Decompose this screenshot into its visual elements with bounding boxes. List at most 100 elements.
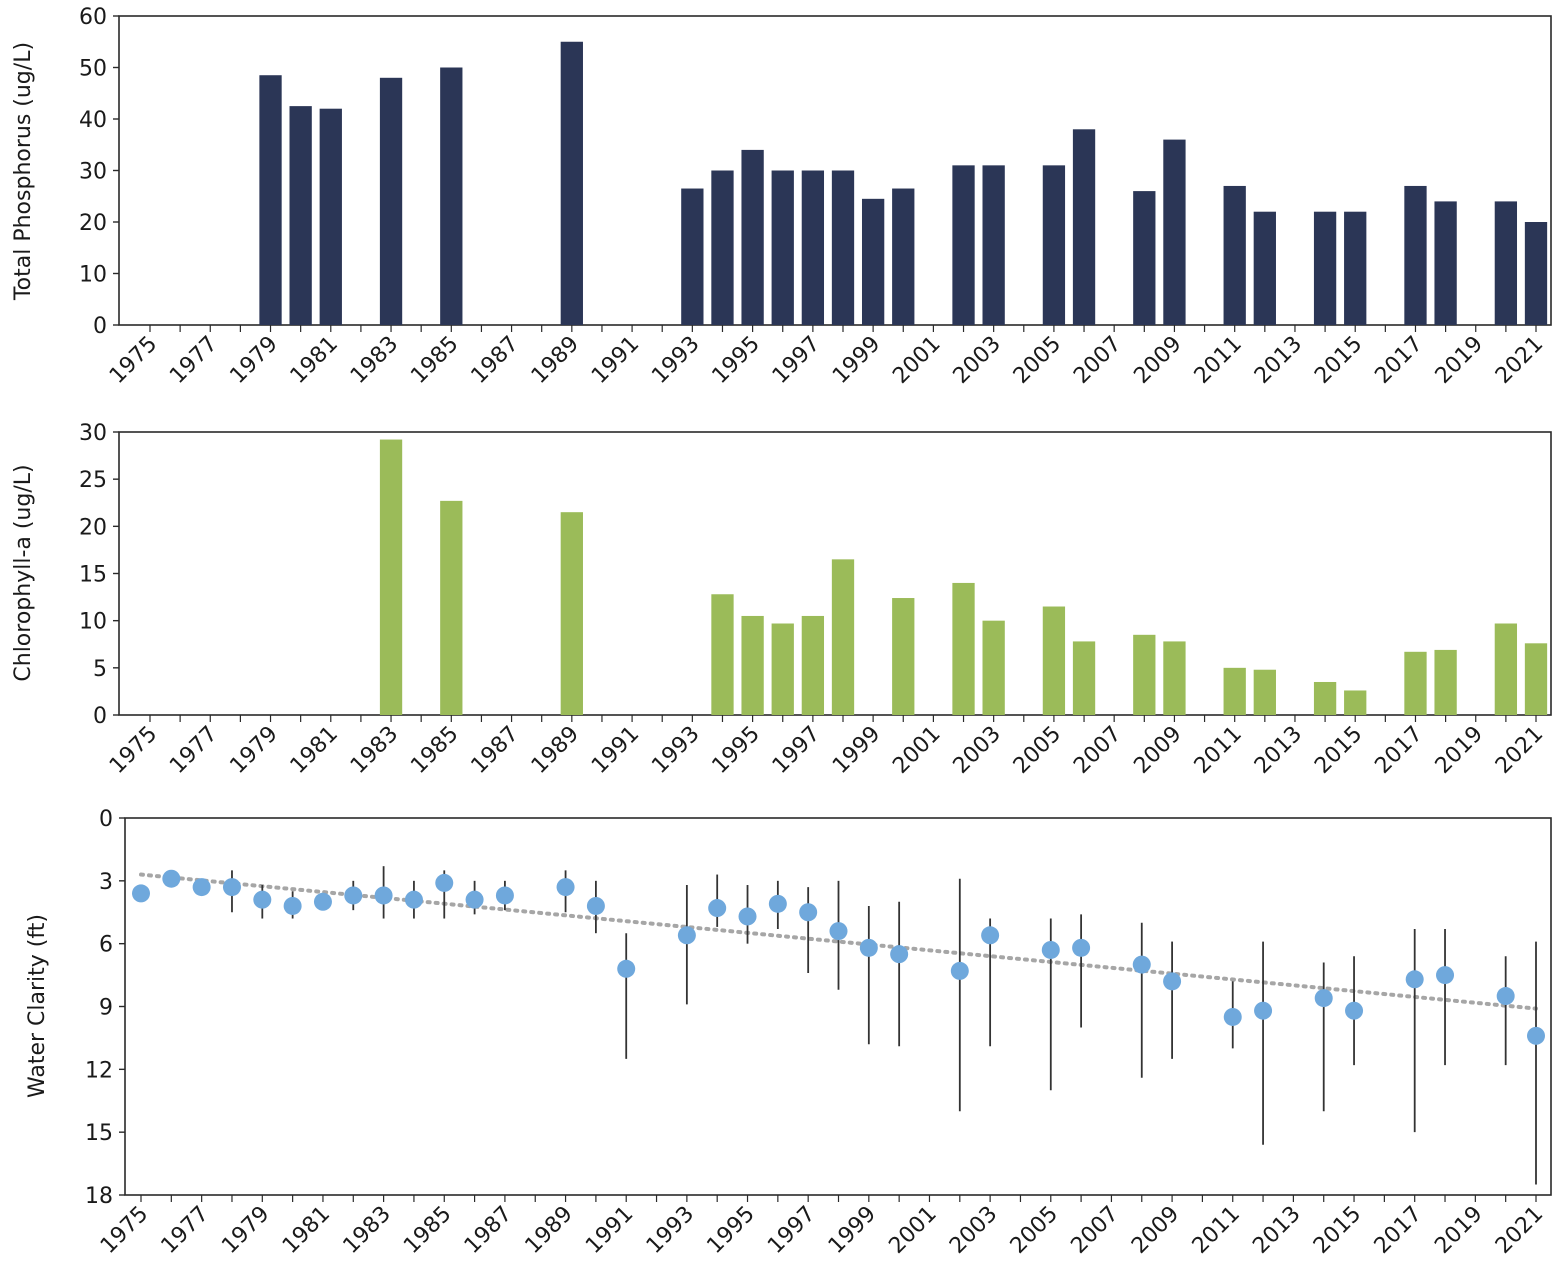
data-point xyxy=(859,938,878,957)
y-tick-label: 5 xyxy=(93,657,107,682)
x-tick-label: 2021 xyxy=(1491,1202,1548,1259)
bar xyxy=(259,75,282,325)
data-point xyxy=(556,878,575,897)
bar xyxy=(741,615,764,715)
x-tick-label: 1975 xyxy=(105,722,162,779)
bar xyxy=(711,170,734,325)
x-tick-label: 2007 xyxy=(1069,722,1126,779)
data-point xyxy=(677,926,696,945)
bar xyxy=(560,41,583,325)
bar xyxy=(1524,643,1548,715)
y-tick-label: 10 xyxy=(79,610,107,635)
data-point xyxy=(404,890,423,909)
bar xyxy=(379,77,403,325)
y-tick-label: 40 xyxy=(79,108,107,133)
y-tick-label: 30 xyxy=(79,160,107,185)
data-point xyxy=(253,890,272,909)
data-point xyxy=(1436,966,1455,985)
bar xyxy=(831,559,855,715)
x-tick-label: 2011 xyxy=(1190,332,1247,389)
bar xyxy=(1133,191,1156,325)
data-point xyxy=(1223,1007,1242,1026)
x-tick-label: 2021 xyxy=(1491,332,1548,389)
data-point xyxy=(132,884,150,903)
y-tick-label: 60 xyxy=(79,5,107,30)
bar xyxy=(711,594,734,715)
x-tick-label: 1991 xyxy=(587,722,644,779)
y-tick-label: 10 xyxy=(79,263,107,288)
bar xyxy=(952,165,975,325)
data-point xyxy=(950,961,969,980)
y-tick-label: 15 xyxy=(79,563,107,588)
bar xyxy=(892,188,915,325)
data-point xyxy=(1041,940,1060,959)
bar xyxy=(1434,201,1457,325)
x-tick-label: 1977 xyxy=(165,332,222,389)
y-tick-label: 0 xyxy=(99,807,113,832)
data-point xyxy=(586,896,605,915)
x-tick-label: 1995 xyxy=(702,1202,759,1259)
bar xyxy=(1163,641,1186,715)
total-phosphorus-y-axis-label: Total Phosphorus (ug/L) xyxy=(11,42,36,301)
x-tick-label: 1997 xyxy=(768,722,825,779)
x-tick-label: 1977 xyxy=(157,1202,214,1259)
x-tick-label: 2017 xyxy=(1370,332,1427,389)
bar xyxy=(1253,669,1276,715)
x-tick-label: 2017 xyxy=(1370,1202,1427,1259)
data-point xyxy=(1163,972,1182,991)
bar xyxy=(1223,185,1246,325)
y-tick-label: 15 xyxy=(85,1121,113,1146)
data-point xyxy=(344,886,363,905)
x-tick-label: 1997 xyxy=(763,1202,820,1259)
x-tick-label: 1977 xyxy=(165,722,222,779)
x-tick-label: 2011 xyxy=(1190,722,1247,779)
trend-line xyxy=(139,872,1538,1011)
y-tick-label: 30 xyxy=(79,421,107,446)
x-tick-label: 2003 xyxy=(945,1202,1002,1259)
bar xyxy=(1253,211,1276,325)
x-tick-label: 1983 xyxy=(339,1202,396,1259)
x-tick-label: 2003 xyxy=(949,332,1006,389)
bar xyxy=(952,582,975,715)
x-tick-label: 1987 xyxy=(467,722,524,779)
y-tick-label: 50 xyxy=(79,57,107,82)
x-tick-label: 1983 xyxy=(346,332,403,389)
x-tick-label: 1989 xyxy=(527,332,584,389)
x-tick-label: 1987 xyxy=(467,332,524,389)
bar xyxy=(1524,222,1548,325)
data-point xyxy=(738,907,757,926)
x-tick-label: 2013 xyxy=(1250,332,1307,389)
data-point xyxy=(768,894,787,913)
data-point xyxy=(1527,1026,1545,1045)
bar xyxy=(1072,641,1096,715)
bar xyxy=(1072,129,1096,325)
data-point xyxy=(1345,1001,1364,1020)
x-tick-label: 1991 xyxy=(581,1202,638,1259)
x-tick-label: 1985 xyxy=(399,1202,456,1259)
bar xyxy=(1133,634,1156,715)
x-tick-label: 1997 xyxy=(768,332,825,389)
bar xyxy=(771,170,794,325)
bar xyxy=(1434,649,1457,715)
data-point xyxy=(313,892,332,911)
x-tick-label: 1995 xyxy=(708,722,765,779)
bar xyxy=(1313,211,1337,325)
bar xyxy=(681,188,704,325)
y-tick-label: 12 xyxy=(85,1058,113,1083)
x-tick-label: 1993 xyxy=(647,722,704,779)
x-tick-label: 1981 xyxy=(286,332,343,389)
data-point xyxy=(1496,987,1515,1006)
x-tick-label: 2001 xyxy=(888,332,945,389)
x-tick-label: 1975 xyxy=(96,1202,153,1259)
bar xyxy=(982,165,1005,325)
x-tick-label: 2019 xyxy=(1430,1202,1487,1259)
x-tick-label: 2021 xyxy=(1491,722,1548,779)
data-point xyxy=(890,945,909,964)
bar xyxy=(861,198,885,325)
x-tick-label: 1995 xyxy=(708,332,765,389)
water-clarity-y-axis-label: Water Clarity (ft) xyxy=(25,914,50,1098)
x-tick-label: 2001 xyxy=(888,722,945,779)
data-point xyxy=(283,896,302,915)
data-point xyxy=(1405,970,1424,989)
